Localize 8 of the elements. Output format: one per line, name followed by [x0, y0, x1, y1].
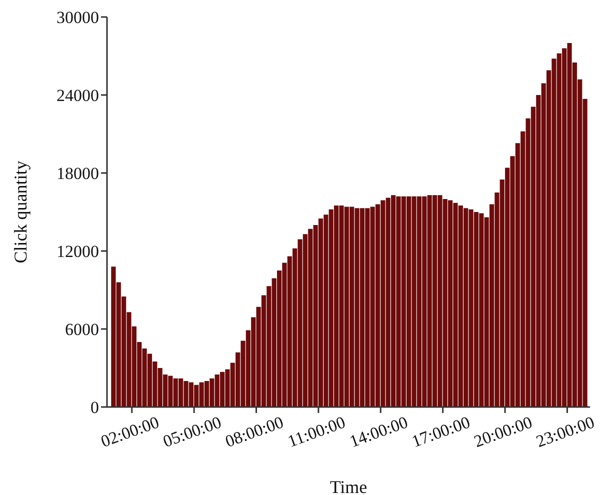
- y-tick-label: 12000: [56, 242, 99, 262]
- x-axis-title: Time: [330, 477, 368, 495]
- y-tick-label: 0: [90, 398, 99, 418]
- y-tick-label: 6000: [65, 320, 99, 340]
- y-axis-title: Click quantity: [10, 160, 30, 264]
- y-tick-label: 18000: [56, 164, 99, 184]
- y-tick-label: 24000: [56, 86, 99, 106]
- y-tick-label: 30000: [56, 8, 99, 28]
